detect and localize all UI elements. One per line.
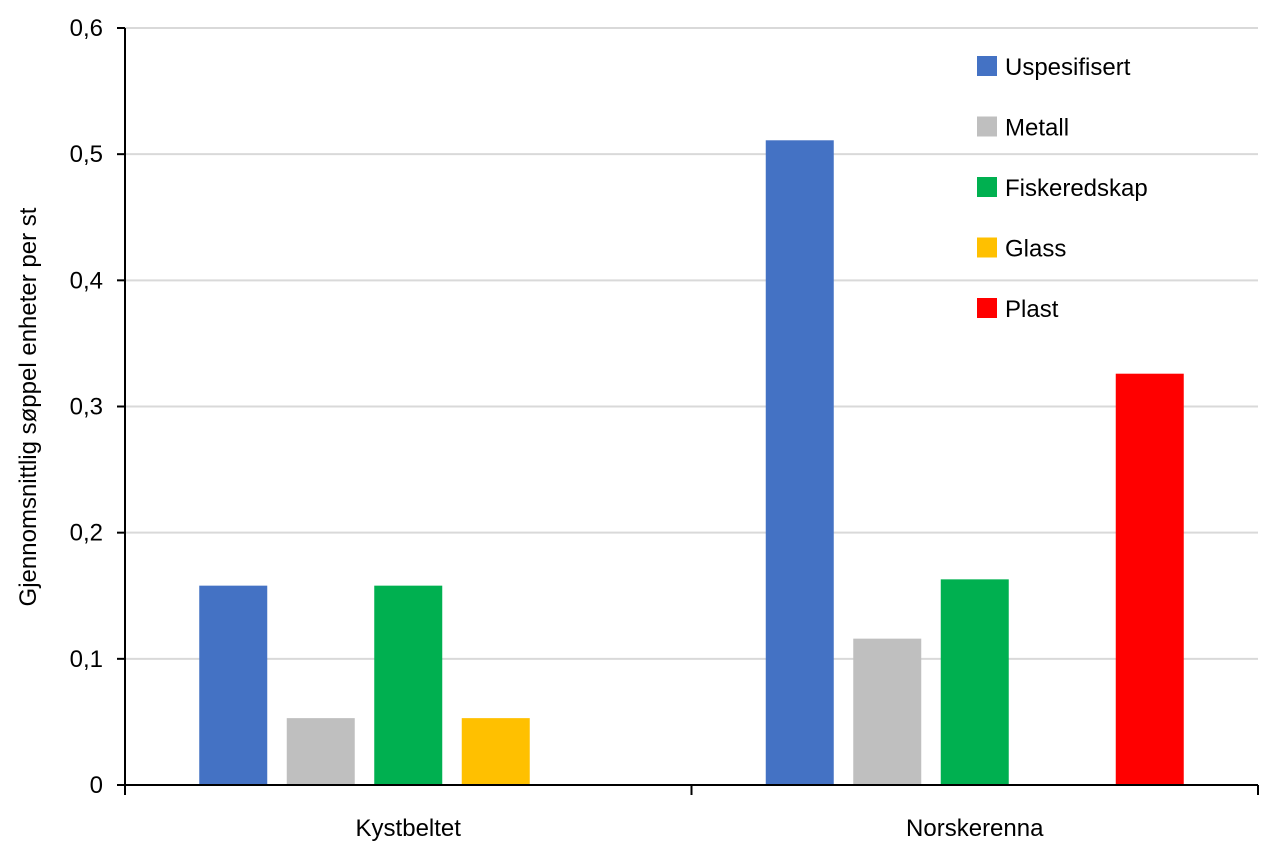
y-tick-label: 0,4 xyxy=(70,267,103,294)
bar-norskerenna-metall xyxy=(853,638,922,785)
y-tick-label: 0,1 xyxy=(70,646,103,673)
bar-norskerenna-fiskeredskap xyxy=(940,579,1009,785)
y-tick-labels: 0 0,1 0,2 0,3 0,4 0,5 0,6 xyxy=(70,15,125,799)
legend-swatch-metall xyxy=(977,116,997,137)
y-tick-label: 0,3 xyxy=(70,394,103,421)
y-tick-label: 0,6 xyxy=(70,15,103,42)
legend-label-fiskeredskap: Fiskeredskap xyxy=(1005,175,1148,202)
legend-swatch-glass xyxy=(977,237,997,258)
legend-swatch-plast xyxy=(977,298,997,318)
x-category-label: Kystbeltet xyxy=(356,815,462,842)
bar-kystbeltet-uspesifisert xyxy=(199,585,268,785)
bar-kystbeltet-glass xyxy=(461,718,530,785)
bar-kystbeltet-fiskeredskap xyxy=(374,585,443,785)
y-axis-title: Gjennomsnittlig søppel enheter per st xyxy=(15,207,42,606)
bar-kystbeltet-metall xyxy=(286,718,355,785)
legend-swatch-uspesifisert xyxy=(977,56,997,76)
x-category-label: Norskerenna xyxy=(906,815,1044,842)
bars xyxy=(199,140,1184,785)
y-tick-label: 0,2 xyxy=(70,520,103,547)
gridlines xyxy=(125,27,1258,660)
legend-label-glass: Glass xyxy=(1005,236,1066,263)
legend-label-uspesifisert: Uspesifisert xyxy=(1005,54,1131,81)
y-tick-label: 0,5 xyxy=(70,141,103,168)
legend-label-metall: Metall xyxy=(1005,115,1069,142)
legend-swatch-fiskeredskap xyxy=(977,177,997,197)
legend: Uspesifisert Metall Fiskeredskap Glass Plast xyxy=(977,54,1148,323)
axes xyxy=(124,28,1259,795)
bar-norskerenna-plast xyxy=(1115,373,1184,785)
legend-label-plast: Plast xyxy=(1005,296,1059,323)
bar-norskerenna-uspesifisert xyxy=(765,140,834,785)
y-tick-label: 0 xyxy=(90,772,103,799)
x-category-labels: Kystbeltet Norskerenna xyxy=(356,815,1045,842)
